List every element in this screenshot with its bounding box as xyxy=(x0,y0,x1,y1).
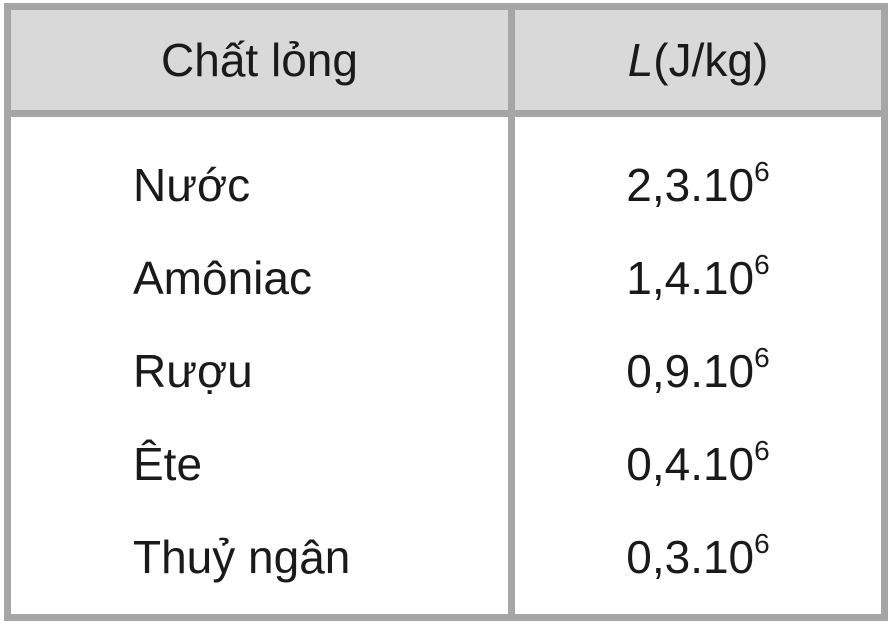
table-row: Ête 0,4.106 xyxy=(11,418,881,511)
latent-heat-value: 0,9.106 xyxy=(515,325,881,424)
header-heat: L(J/kg) xyxy=(515,10,881,110)
liquid-name: Nước xyxy=(133,159,251,211)
liquid-name: Ête xyxy=(133,438,203,490)
value-exponent: 6 xyxy=(754,156,770,187)
header-heat-symbol: L xyxy=(627,34,654,86)
table-row: Nước 2,3.106 xyxy=(11,139,881,232)
value-exponent: 6 xyxy=(754,342,770,373)
value-mantissa: 1,4.10 xyxy=(626,252,755,304)
latent-heat-table: Chất lỏng L(J/kg) Nước 2,3.106 Amôniac 1,… xyxy=(4,3,888,621)
value-mantissa: 0,3.10 xyxy=(626,531,755,583)
header-liquid: Chất lỏng xyxy=(161,34,358,86)
value-mantissa: 2,3.10 xyxy=(626,159,755,211)
value-mantissa: 0,9.10 xyxy=(626,345,755,397)
value-mantissa: 0,4.10 xyxy=(626,438,755,490)
liquid-name: Rượu xyxy=(133,345,253,397)
header-heat-unit: (J/kg) xyxy=(653,34,769,86)
table-row: Rượu 0,9.106 xyxy=(11,325,881,418)
value-exponent: 6 xyxy=(754,249,770,280)
latent-heat-value: 0,3.106 xyxy=(515,511,881,610)
column-divider xyxy=(508,10,515,614)
table-row: Thuỷ ngân 0,3.106 xyxy=(11,511,881,604)
liquid-name: Amôniac xyxy=(133,252,312,304)
latent-heat-value: 1,4.106 xyxy=(515,232,881,331)
value-exponent: 6 xyxy=(754,528,770,559)
liquid-name: Thuỷ ngân xyxy=(133,531,351,583)
latent-heat-value: 2,3.106 xyxy=(515,139,881,238)
table-header: Chất lỏng L(J/kg) xyxy=(11,10,881,117)
table-row: Amôniac 1,4.106 xyxy=(11,232,881,325)
latent-heat-value: 0,4.106 xyxy=(515,418,881,517)
value-exponent: 6 xyxy=(754,435,770,466)
